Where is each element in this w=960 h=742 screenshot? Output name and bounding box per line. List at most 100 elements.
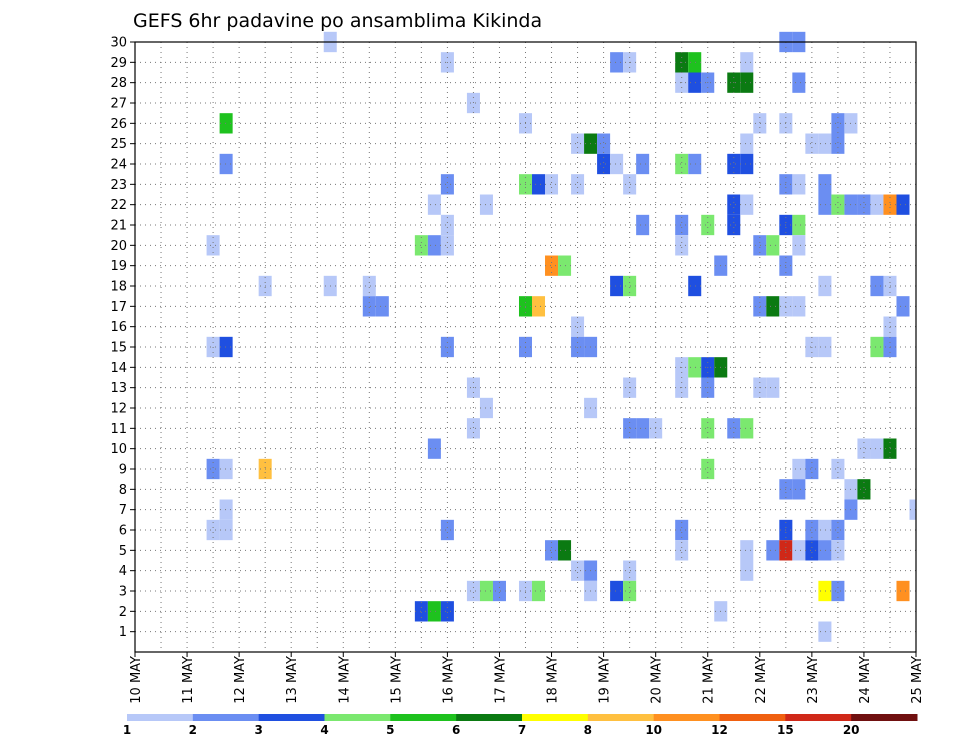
y-tick-label: 9 bbox=[119, 463, 127, 478]
heatmap-cell bbox=[675, 540, 689, 561]
colorbar-swatch bbox=[192, 714, 260, 721]
heatmap-cell bbox=[427, 235, 441, 256]
x-tick-label: 17 MAY bbox=[493, 656, 508, 704]
heatmap-cell bbox=[792, 296, 806, 317]
heatmap-cell bbox=[219, 153, 233, 175]
colorbar-swatch bbox=[390, 714, 457, 721]
heatmap-cell bbox=[675, 235, 689, 256]
heatmap-cell bbox=[675, 153, 689, 175]
heatmap-cell bbox=[219, 113, 233, 134]
heatmap-cell bbox=[727, 418, 741, 439]
heatmap-cell bbox=[558, 255, 572, 276]
heatmap-cell bbox=[805, 519, 819, 541]
colorbar-swatch bbox=[324, 714, 391, 721]
heatmap-cell bbox=[675, 519, 689, 541]
heatmap-cell bbox=[727, 194, 741, 215]
heatmap-cell bbox=[909, 499, 916, 520]
heatmap-cell bbox=[219, 519, 233, 541]
heatmap-cell bbox=[831, 580, 845, 602]
colorbar-swatch bbox=[456, 714, 523, 721]
x-tick-label: 11 MAY bbox=[181, 656, 196, 704]
heatmap-cell bbox=[870, 438, 884, 459]
heatmap-cell bbox=[896, 296, 910, 317]
heatmap-cell bbox=[857, 479, 871, 500]
heatmap-cell bbox=[427, 438, 441, 459]
heatmap-cell bbox=[466, 418, 480, 439]
heatmap-cell bbox=[831, 458, 845, 480]
heatmap-cell bbox=[857, 194, 871, 215]
heatmap-cell bbox=[688, 52, 702, 73]
heatmap-cell bbox=[479, 397, 493, 419]
heatmap-cell bbox=[818, 174, 832, 195]
heatmap-cell bbox=[883, 316, 897, 337]
heatmap-cell bbox=[492, 580, 506, 602]
colorbar-swatch bbox=[127, 714, 194, 721]
heatmap-cell bbox=[571, 133, 585, 154]
heatmap-cell bbox=[636, 214, 650, 236]
heatmap-cell bbox=[610, 580, 624, 602]
cells-layer bbox=[206, 31, 916, 642]
y-tick-label: 25 bbox=[110, 137, 127, 152]
colorbar-label: 1 bbox=[123, 723, 131, 737]
heatmap-cell bbox=[623, 580, 637, 602]
y-tick-label: 19 bbox=[110, 259, 127, 274]
heatmap-cell bbox=[427, 194, 441, 215]
y-tick-label: 3 bbox=[119, 585, 127, 600]
heatmap-cell bbox=[219, 499, 233, 520]
heatmap-cell bbox=[883, 194, 897, 215]
heatmap-cell bbox=[766, 235, 780, 256]
heatmap-cell bbox=[219, 458, 233, 480]
heatmap-cell bbox=[818, 519, 832, 541]
heatmap-cell bbox=[766, 540, 780, 561]
heatmap-cell bbox=[427, 601, 441, 622]
colorbar-label: 7 bbox=[518, 723, 526, 737]
y-tick-label: 17 bbox=[110, 300, 127, 315]
heatmap-cell bbox=[701, 458, 715, 480]
heatmap-cell bbox=[753, 235, 767, 256]
colorbar-swatch bbox=[258, 714, 325, 721]
colorbar-label: 8 bbox=[584, 723, 592, 737]
x-tick-label: 24 MAY bbox=[858, 656, 873, 704]
heatmap-cell bbox=[414, 235, 428, 256]
heatmap-cell bbox=[766, 296, 780, 317]
heatmap-cell bbox=[792, 174, 806, 195]
y-tick-label: 1 bbox=[119, 625, 127, 640]
heatmap-cell bbox=[688, 153, 702, 175]
heatmap-cell bbox=[623, 418, 637, 439]
heatmap-cell bbox=[818, 580, 832, 602]
heatmap-cell bbox=[740, 194, 754, 215]
grid-layer bbox=[134, 41, 917, 652]
y-tick-label: 4 bbox=[119, 564, 127, 579]
heatmap-cell bbox=[440, 174, 454, 195]
colorbar-label: 2 bbox=[189, 723, 197, 737]
heatmap-cell bbox=[623, 560, 637, 581]
x-tick-label: 15 MAY bbox=[389, 656, 404, 704]
colorbar-label: 20 bbox=[843, 723, 860, 737]
heatmap-cell bbox=[440, 519, 454, 541]
heatmap-cell bbox=[479, 194, 493, 215]
heatmap-cell bbox=[740, 133, 754, 154]
heatmap-cell bbox=[831, 113, 845, 134]
heatmap-cell bbox=[792, 540, 806, 561]
heatmap-cell bbox=[740, 560, 754, 581]
heatmap-cell bbox=[610, 153, 624, 175]
heatmap-cell bbox=[831, 194, 845, 215]
heatmap-cell bbox=[206, 458, 220, 480]
heatmap-cell bbox=[753, 296, 767, 317]
heatmap-cell bbox=[701, 418, 715, 439]
heatmap-cell bbox=[479, 580, 493, 602]
x-tick-label: 20 MAY bbox=[650, 656, 665, 704]
heatmap-cell bbox=[883, 438, 897, 459]
heatmap-cell bbox=[375, 296, 389, 317]
x-tick-label: 19 MAY bbox=[598, 656, 613, 704]
heatmap-cell bbox=[440, 214, 454, 236]
heatmap-cell bbox=[532, 174, 546, 195]
colorbar-label: 3 bbox=[254, 723, 262, 737]
heatmap-cell bbox=[597, 133, 611, 154]
y-tick-label: 10 bbox=[110, 442, 127, 457]
colorbar-label: 5 bbox=[386, 723, 394, 737]
heatmap-cell bbox=[571, 316, 585, 337]
heatmap-cell bbox=[219, 336, 233, 358]
y-tick-label: 8 bbox=[119, 483, 127, 498]
colorbar-swatch bbox=[653, 714, 720, 721]
